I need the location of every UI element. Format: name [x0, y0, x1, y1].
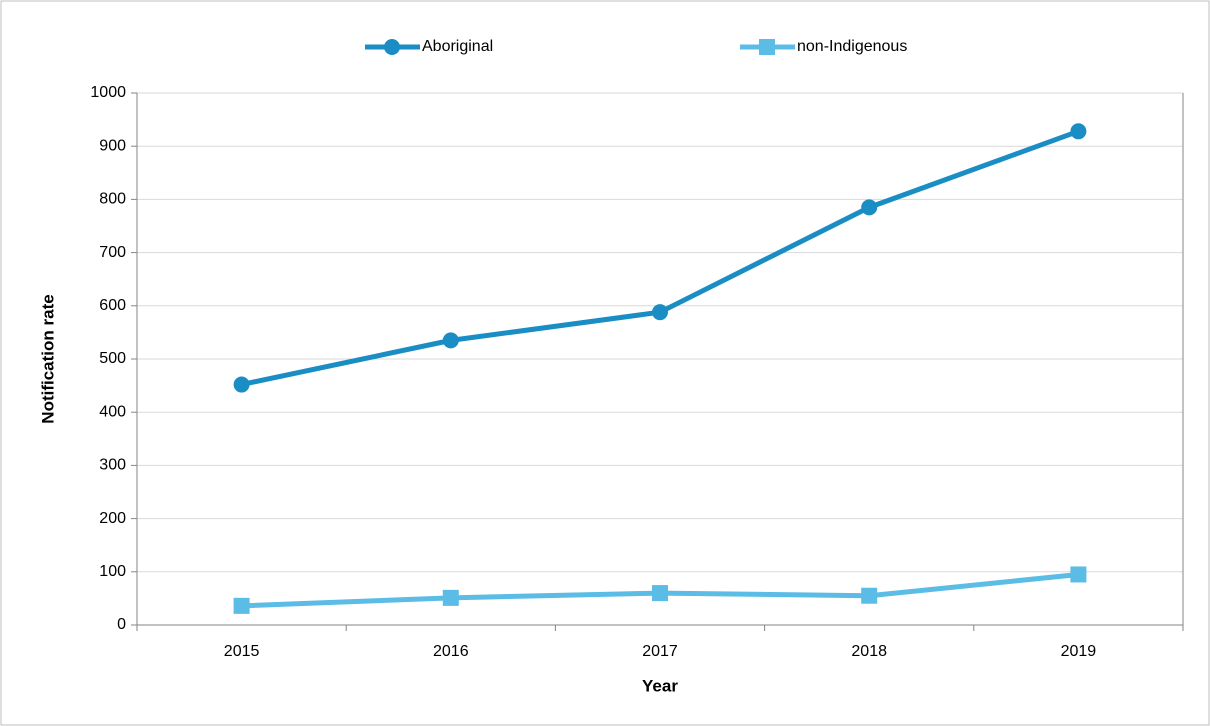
- x-tick-label: 2015: [224, 643, 260, 660]
- x-tick-label: 2016: [433, 643, 469, 660]
- y-tick-label: 500: [99, 350, 126, 367]
- y-tick-label: 900: [99, 137, 126, 154]
- y-axis-title: Notification rate: [38, 294, 57, 423]
- y-tick-label: 1000: [90, 84, 126, 101]
- data-point: [1070, 123, 1087, 140]
- y-tick-label: 0: [117, 616, 126, 633]
- x-axis-title: Year: [642, 676, 678, 695]
- x-tick-label: 2018: [851, 643, 887, 660]
- x-tick-label: 2019: [1061, 643, 1097, 660]
- data-point: [442, 589, 459, 606]
- data-point: [1070, 566, 1087, 583]
- y-tick-label: 600: [99, 297, 126, 314]
- y-tick-label: 800: [99, 191, 126, 208]
- legend-label: Aboriginal: [422, 38, 493, 55]
- y-tick-label: 400: [99, 403, 126, 420]
- data-point: [233, 376, 250, 393]
- data-point: [652, 585, 668, 602]
- data-point: [442, 332, 459, 349]
- data-point: [233, 597, 250, 614]
- y-tick-label: 700: [99, 244, 126, 261]
- data-point: [861, 199, 878, 216]
- legend-label: non-Indigenous: [797, 38, 907, 55]
- y-tick-label: 200: [99, 510, 126, 527]
- data-point: [652, 304, 668, 321]
- data-point: [861, 587, 878, 604]
- y-tick-label: 300: [99, 457, 126, 474]
- y-tick-label: 100: [99, 563, 126, 580]
- legend-marker: [384, 39, 400, 55]
- x-tick-label: 2017: [642, 643, 678, 660]
- legend-marker: [759, 39, 775, 55]
